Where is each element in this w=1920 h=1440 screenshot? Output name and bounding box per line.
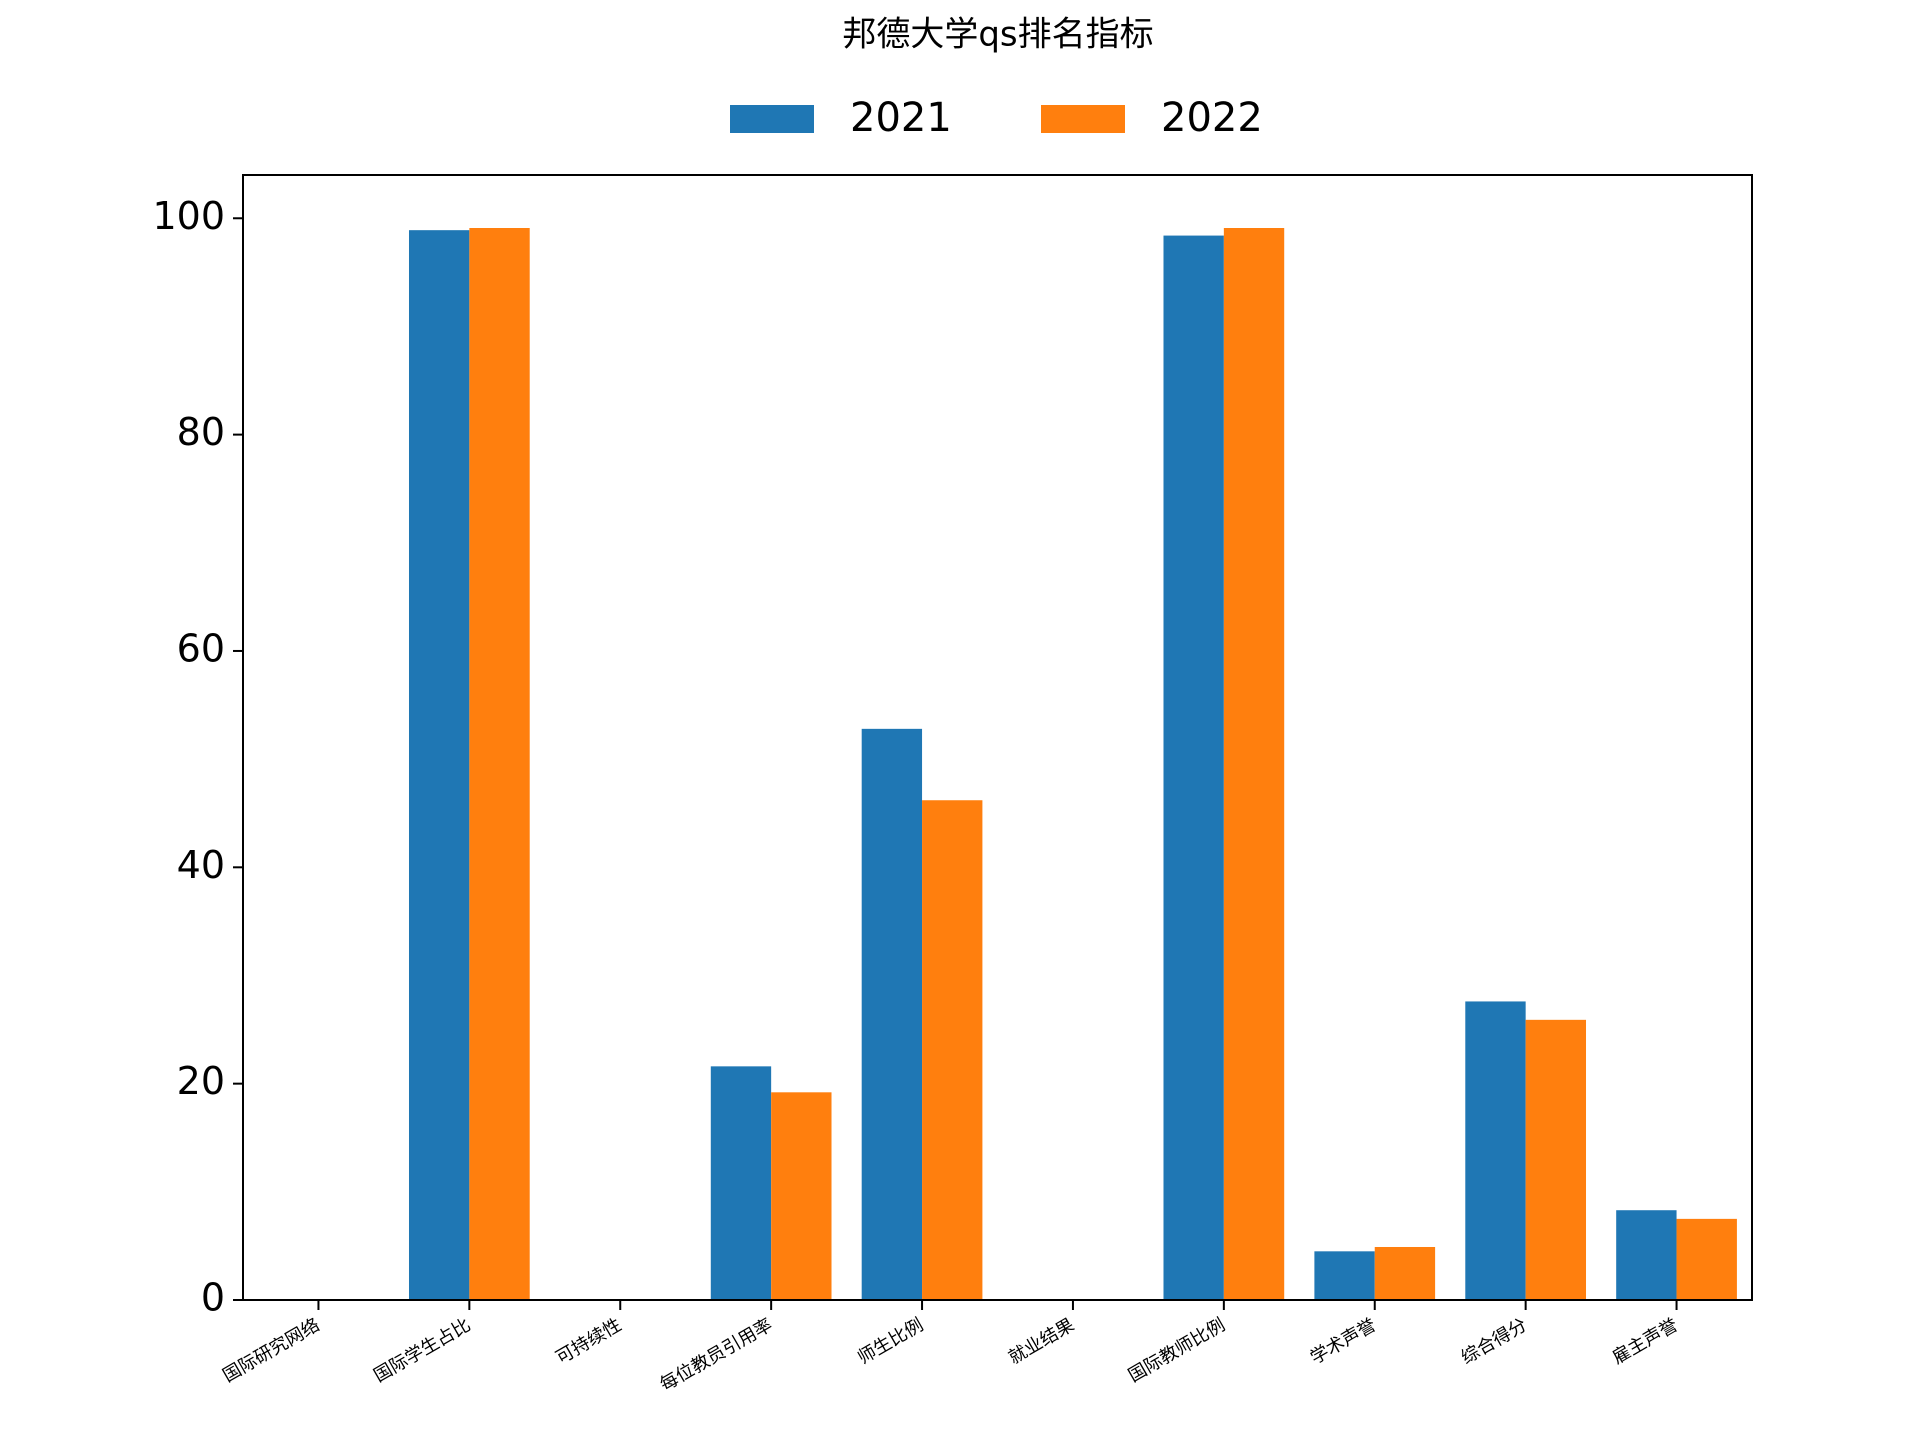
bar: [1465, 1001, 1526, 1300]
bar: [922, 800, 983, 1300]
bar: [1525, 1019, 1587, 1300]
x-tick-label: 雇主声誉: [1609, 1314, 1682, 1368]
y-tick-label: 80: [177, 410, 225, 454]
bar: [771, 1092, 832, 1300]
x-tick-label: 国际研究网络: [219, 1314, 323, 1386]
y-tick-label: 60: [177, 626, 225, 670]
legend-swatch: [1041, 105, 1125, 133]
bar: [1223, 228, 1285, 1301]
y-tick-label: 100: [152, 194, 225, 238]
y-tick-label: 20: [177, 1059, 225, 1103]
x-tick-label: 国际教师比例: [1125, 1314, 1229, 1386]
x-tick-label: 综合得分: [1458, 1314, 1531, 1368]
x-tick-label: 可持续性: [552, 1314, 625, 1368]
plot-frame: [242, 174, 1753, 1301]
y-tick-label: 0: [201, 1276, 225, 1320]
bar: [469, 228, 530, 1301]
chart-title: 邦德大学qs排名指标: [842, 15, 1153, 55]
x-tick-label: 每位教员引用率: [657, 1314, 777, 1395]
x-tick-label: 师生比例: [854, 1314, 927, 1368]
legend-swatch: [730, 105, 814, 133]
bar: [710, 1066, 772, 1300]
y-tick-label: 40: [177, 843, 225, 887]
x-tick-label: 国际学生占比: [370, 1314, 474, 1386]
legend-label: 2021: [850, 95, 952, 141]
bar: [1616, 1210, 1677, 1300]
bar: [1314, 1251, 1375, 1300]
bar: [1374, 1246, 1436, 1300]
legend-label: 2022: [1161, 95, 1263, 141]
x-tick-label: 学术声誉: [1307, 1314, 1380, 1368]
bar: [1676, 1218, 1737, 1300]
x-tick-label: 就业结果: [1005, 1314, 1078, 1368]
bar: [408, 230, 470, 1301]
bar: [861, 728, 923, 1300]
bar: [1163, 235, 1224, 1301]
